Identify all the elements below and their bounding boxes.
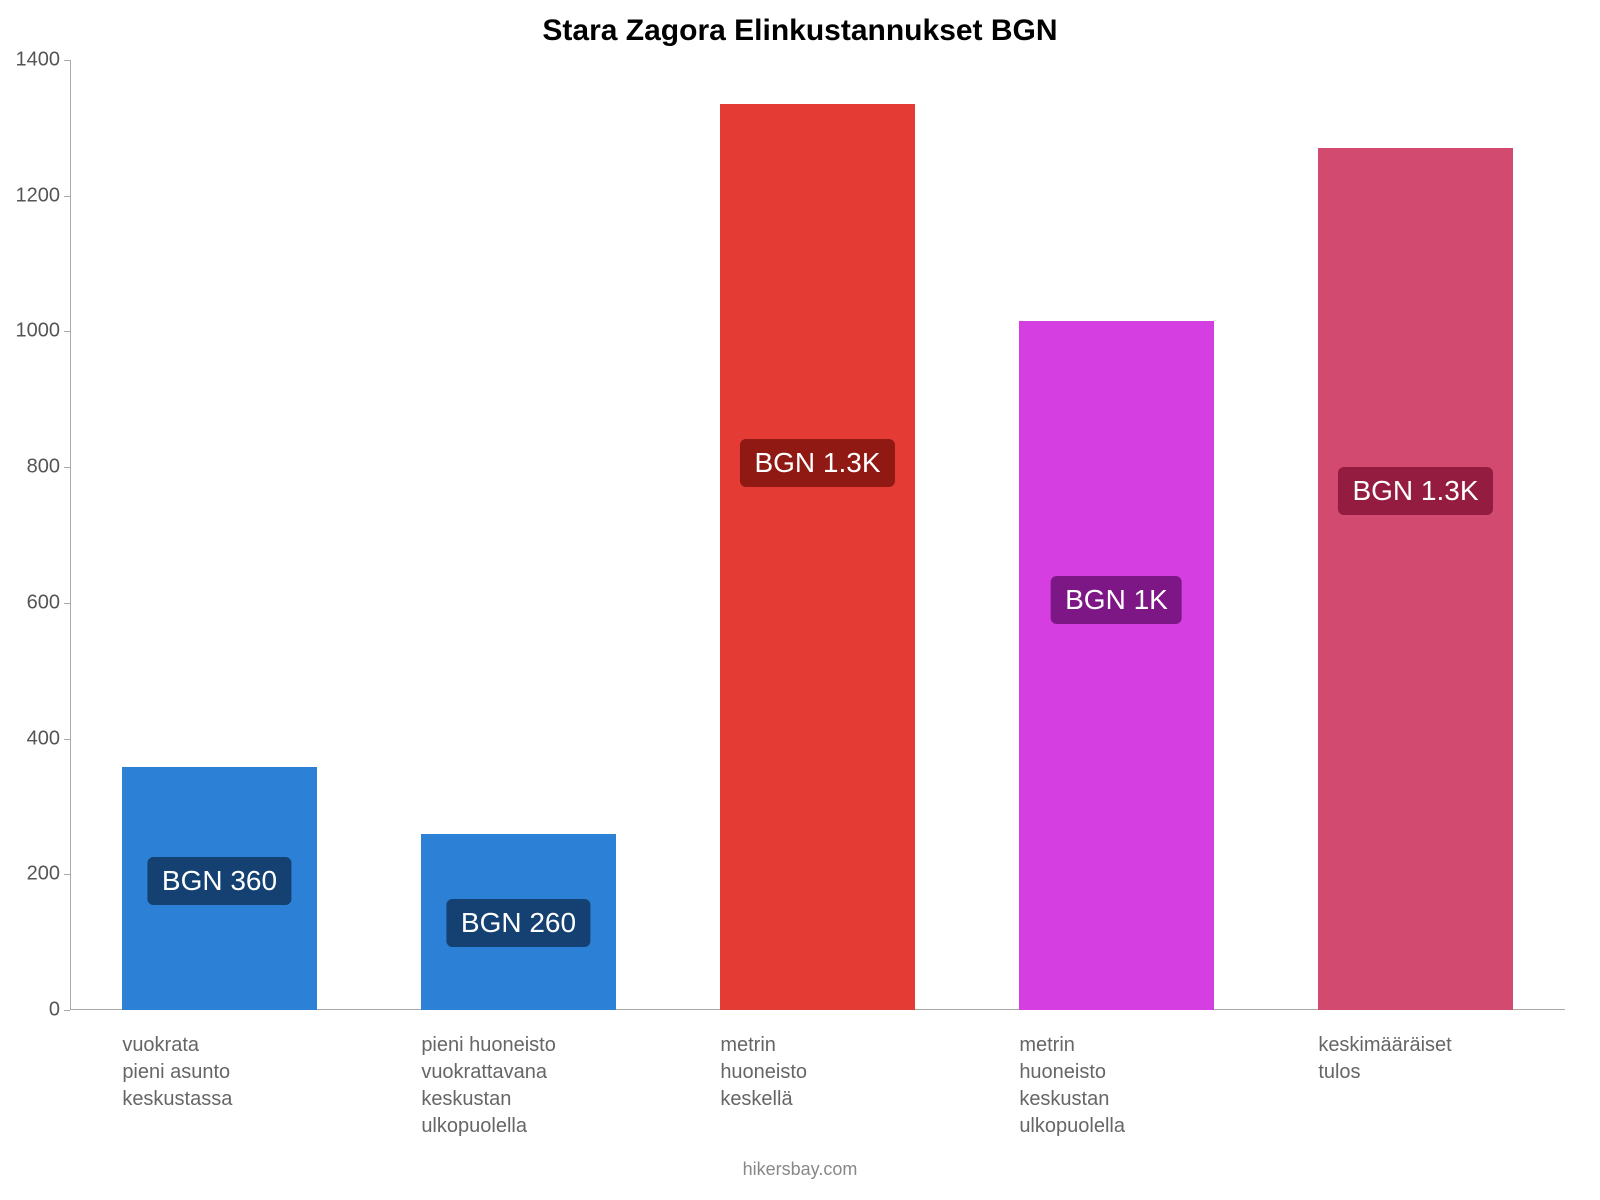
value-badge: BGN 1K	[1051, 576, 1182, 624]
chart-footer: hikersbay.com	[0, 1159, 1600, 1180]
x-tick-label: metrinhuoneistokeskellä	[720, 1032, 934, 1113]
y-tick-label: 1400	[16, 49, 71, 72]
x-tick-label: vuokratapieni asuntokeskustassa	[122, 1032, 336, 1113]
bar: BGN 360	[122, 767, 316, 1010]
plot-area: 0200400600800100012001400 BGN 360BGN 260…	[70, 60, 1565, 1010]
y-tick-label: 1200	[16, 184, 71, 207]
bar: BGN 260	[421, 834, 615, 1010]
bar: BGN 1.3K	[1318, 148, 1512, 1010]
x-tick-label: pieni huoneistovuokrattavanakeskustanulk…	[421, 1032, 635, 1140]
value-badge: BGN 260	[447, 899, 590, 947]
chart-title: Stara Zagora Elinkustannukset BGN	[0, 14, 1600, 48]
bar-group: BGN 360 BGN 260 BGN 1.3K BGN 1K BGN 1.3K	[70, 60, 1565, 1010]
value-badge: BGN 1.3K	[1338, 467, 1492, 515]
bar: BGN 1.3K	[720, 104, 914, 1010]
x-tick-label: keskimääräisettulos	[1318, 1032, 1532, 1086]
y-tick-label: 1000	[16, 320, 71, 343]
y-tick-mark	[64, 1010, 70, 1011]
bar: BGN 1K	[1019, 321, 1213, 1010]
x-tick-label: metrinhuoneistokeskustanulkopuolella	[1019, 1032, 1233, 1140]
bar-chart: Stara Zagora Elinkustannukset BGN 020040…	[0, 0, 1600, 1200]
value-badge: BGN 1.3K	[740, 439, 894, 487]
value-badge: BGN 360	[148, 857, 291, 905]
